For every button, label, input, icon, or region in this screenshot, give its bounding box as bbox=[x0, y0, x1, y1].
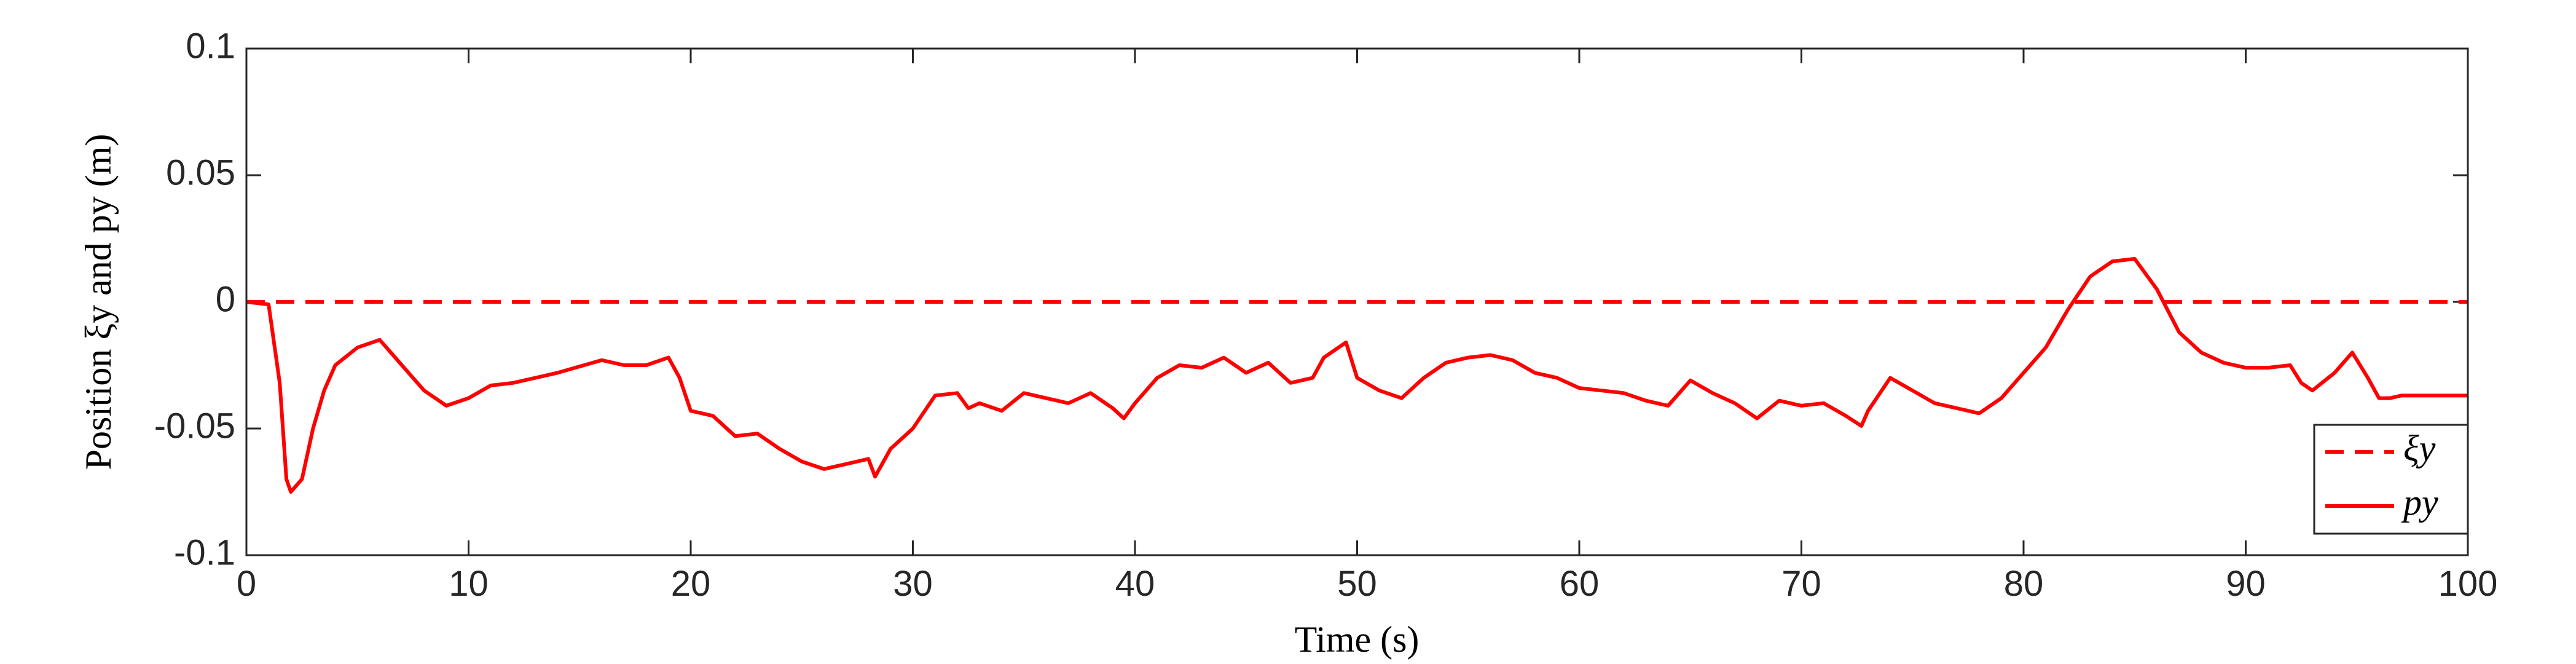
x-tick-label: 80 bbox=[2004, 564, 2044, 604]
x-tick-label: 20 bbox=[671, 564, 711, 604]
x-tick-label: 40 bbox=[1115, 564, 1155, 604]
legend-label: py bbox=[2401, 482, 2438, 523]
y-tick-label: 0.1 bbox=[186, 26, 235, 66]
x-tick-label: 10 bbox=[449, 564, 489, 604]
x-tick-label: 70 bbox=[1781, 564, 1821, 604]
x-tick-label: 60 bbox=[1560, 564, 1600, 604]
x-axis-label: Time (s) bbox=[1295, 619, 1420, 660]
legend-label: ξy bbox=[2403, 428, 2436, 468]
x-tick-label: 30 bbox=[893, 564, 933, 604]
x-tick-label: 90 bbox=[2226, 564, 2266, 604]
y-axis-label: Position ξy and py (m) bbox=[78, 134, 119, 470]
x-tick-label: 0 bbox=[237, 564, 256, 604]
x-tick-label: 50 bbox=[1337, 564, 1377, 604]
legend-box bbox=[2313, 424, 2469, 535]
axes-box bbox=[245, 47, 2469, 556]
y-tick-label: 0 bbox=[216, 279, 235, 319]
y-tick-label: 0.05 bbox=[166, 152, 235, 192]
y-tick-label: -0.05 bbox=[154, 406, 235, 446]
x-tick-label: 100 bbox=[2438, 564, 2498, 604]
data-line bbox=[246, 257, 2468, 494]
y-tick-label: -0.1 bbox=[174, 532, 235, 572]
